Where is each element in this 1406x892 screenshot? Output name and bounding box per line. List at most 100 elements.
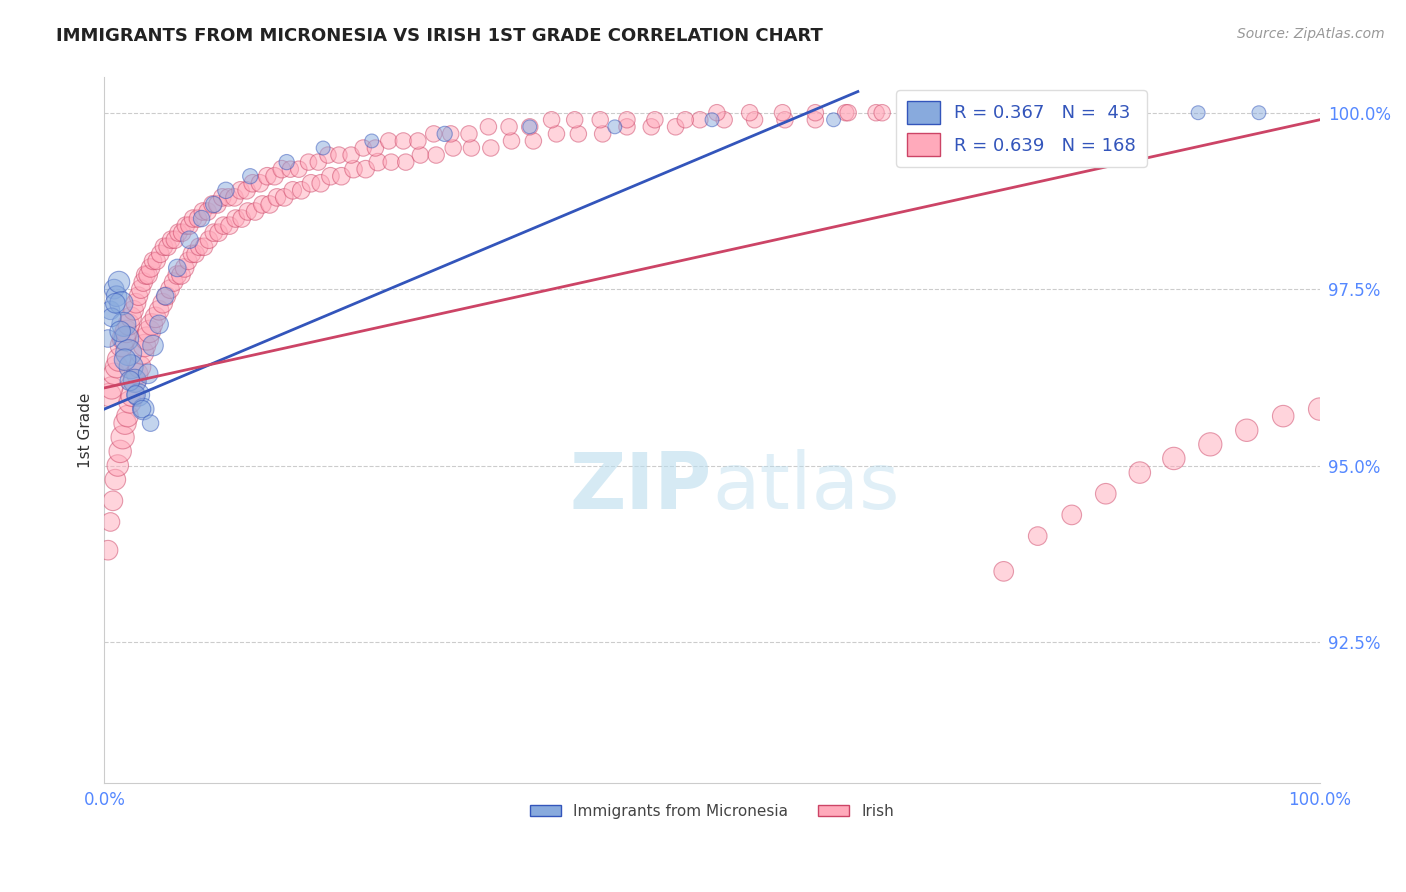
Y-axis label: 1st Grade: 1st Grade — [79, 392, 93, 468]
Point — [202, 197, 225, 211]
Point — [124, 374, 146, 388]
Point — [1026, 529, 1049, 543]
Point — [1094, 487, 1116, 501]
Point — [197, 204, 219, 219]
Point — [364, 141, 387, 155]
Point — [425, 148, 447, 162]
Point — [640, 120, 662, 134]
Point — [540, 112, 562, 127]
Point — [135, 268, 157, 282]
Point — [263, 169, 285, 184]
Point — [290, 183, 312, 197]
Point — [105, 359, 128, 374]
Text: ZIP: ZIP — [569, 449, 711, 524]
Point — [118, 374, 141, 388]
Text: atlas: atlas — [711, 449, 900, 524]
Point — [644, 112, 666, 127]
Point — [201, 197, 224, 211]
Point — [215, 183, 238, 197]
Point — [367, 155, 389, 169]
Point — [1060, 508, 1083, 522]
Point — [122, 303, 145, 318]
Point — [377, 134, 399, 148]
Point — [224, 190, 246, 204]
Point — [142, 253, 165, 268]
Point — [163, 275, 186, 289]
Point — [564, 112, 586, 127]
Point — [100, 515, 122, 529]
Point — [259, 197, 281, 211]
Point — [664, 120, 686, 134]
Point — [163, 233, 186, 247]
Point — [501, 134, 523, 148]
Point — [105, 289, 128, 303]
Point — [433, 127, 456, 141]
Point — [127, 388, 149, 402]
Point — [297, 155, 319, 169]
Point — [127, 289, 149, 303]
Legend: Immigrants from Micronesia, Irish: Immigrants from Micronesia, Irish — [524, 797, 900, 825]
Point — [100, 381, 122, 395]
Text: IMMIGRANTS FROM MICRONESIA VS IRISH 1ST GRADE CORRELATION CHART: IMMIGRANTS FROM MICRONESIA VS IRISH 1ST … — [56, 27, 823, 45]
Point — [207, 226, 229, 240]
Point — [229, 183, 252, 197]
Point — [616, 112, 638, 127]
Point — [202, 226, 225, 240]
Point — [804, 105, 827, 120]
Point — [479, 141, 502, 155]
Point — [129, 282, 152, 296]
Point — [706, 105, 728, 120]
Point — [231, 211, 253, 226]
Point — [97, 331, 120, 345]
Point — [360, 134, 382, 148]
Point — [316, 148, 339, 162]
Point — [225, 211, 247, 226]
Point — [406, 134, 429, 148]
Point — [108, 275, 131, 289]
Point — [188, 240, 211, 254]
Point — [927, 105, 949, 120]
Point — [159, 282, 181, 296]
Point — [823, 112, 845, 127]
Point — [865, 105, 887, 120]
Point — [212, 219, 235, 233]
Point — [458, 127, 481, 141]
Point — [136, 268, 159, 282]
Point — [98, 388, 121, 402]
Point — [281, 183, 304, 197]
Point — [218, 219, 240, 233]
Point — [592, 127, 614, 141]
Point — [312, 141, 335, 155]
Point — [103, 367, 125, 381]
Point — [804, 112, 827, 127]
Point — [103, 282, 125, 296]
Point — [108, 325, 131, 339]
Point — [243, 204, 266, 219]
Point — [148, 318, 170, 332]
Point — [127, 367, 149, 381]
Point — [181, 211, 204, 226]
Point — [207, 197, 229, 211]
Point — [288, 162, 311, 177]
Point — [477, 120, 499, 134]
Point — [380, 155, 402, 169]
Point — [120, 310, 142, 325]
Point — [121, 388, 143, 402]
Point — [115, 331, 138, 345]
Point — [1129, 466, 1152, 480]
Point — [299, 176, 322, 190]
Point — [118, 345, 141, 359]
Point — [270, 162, 292, 177]
Point — [409, 148, 432, 162]
Point — [132, 275, 155, 289]
Point — [273, 190, 295, 204]
Point — [235, 183, 257, 197]
Point — [330, 169, 353, 184]
Point — [256, 169, 278, 184]
Point — [108, 444, 131, 458]
Point — [1066, 112, 1088, 127]
Point — [198, 233, 221, 247]
Point — [160, 233, 183, 247]
Point — [132, 402, 155, 417]
Point — [174, 219, 197, 233]
